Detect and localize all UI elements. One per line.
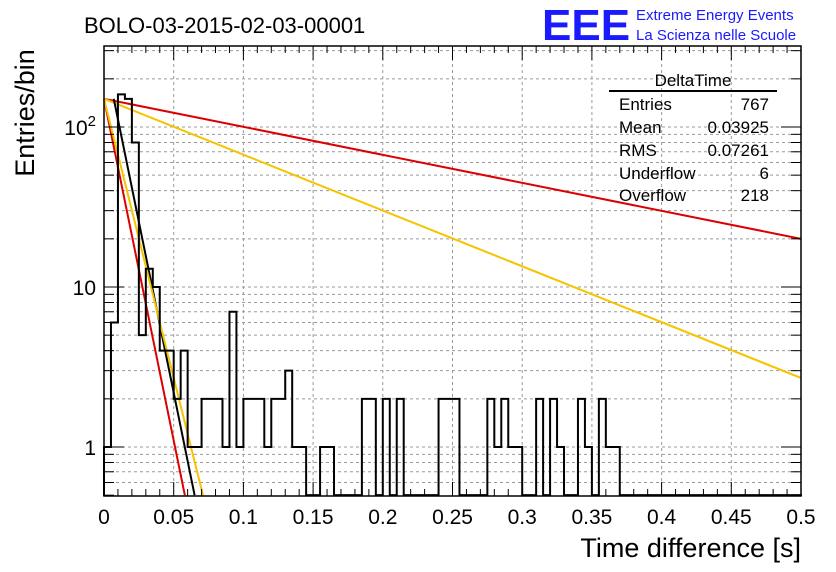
stats-value-overflow: 218	[741, 186, 769, 205]
x-tick-label: 0.05	[153, 506, 194, 529]
x-tick-label: 0.5	[786, 506, 815, 529]
x-tick-label: 0.45	[711, 506, 752, 529]
y-axis-title: Entries/bin	[10, 49, 40, 177]
run-title: BOLO-03-2015-02-03-00001	[84, 13, 365, 38]
logo-mark: EEE	[542, 1, 630, 50]
stats-label-entries: Entries	[619, 95, 672, 114]
logo-line-2: La Scienza nelle Scuole	[636, 27, 796, 44]
x-tick-label: 0.25	[432, 506, 473, 529]
x-tick-label: 0.4	[647, 506, 677, 529]
stats-value-rms: 0.07261	[708, 141, 769, 160]
y-tick-label: 10	[73, 277, 96, 300]
stats-title: DeltaTime	[655, 71, 732, 90]
stats-label-overflow: Overflow	[619, 186, 687, 205]
y-tick-label: 102	[64, 113, 96, 140]
x-tick-label: 0.3	[508, 506, 537, 529]
fit-line	[103, 97, 802, 379]
fit-line	[103, 97, 802, 240]
x-tick-label: 0.1	[229, 506, 258, 529]
y-tick-label: 1	[84, 437, 96, 460]
stats-label-underflow: Underflow	[619, 164, 696, 183]
stats-value-mean: 0.03925	[708, 118, 769, 137]
tick-labels: 0 0.05 0.1 0.15 0.2 0.25 0.3 0.35 0.4 0.45 0.5 1 10 1…	[64, 113, 815, 529]
x-tick-label: 0	[98, 506, 110, 529]
fit-line	[103, 98, 186, 496]
eee-logo: EEE Extreme Energy Events La Scienza nel…	[542, 1, 796, 50]
x-tick-label: 0.2	[368, 506, 397, 529]
stats-label-mean: Mean	[619, 118, 662, 137]
logo-line-1: Extreme Energy Events	[636, 7, 794, 24]
x-tick-label: 0.15	[293, 506, 334, 529]
grid-lines	[104, 46, 801, 496]
fit-line	[103, 98, 204, 496]
axes	[103, 45, 802, 497]
stats-label-rms: RMS	[619, 141, 657, 160]
x-tick-label: 0.35	[571, 506, 612, 529]
stats-value-underflow: 6	[760, 164, 769, 183]
x-axis-title: Time difference [s]	[580, 533, 801, 563]
fit-lines	[103, 97, 802, 496]
stats-box: DeltaTime Entries 767 Mean 0.03925 RMS 0…	[609, 71, 777, 205]
stats-value-entries: 767	[741, 95, 769, 114]
histogram-series	[103, 93, 802, 497]
